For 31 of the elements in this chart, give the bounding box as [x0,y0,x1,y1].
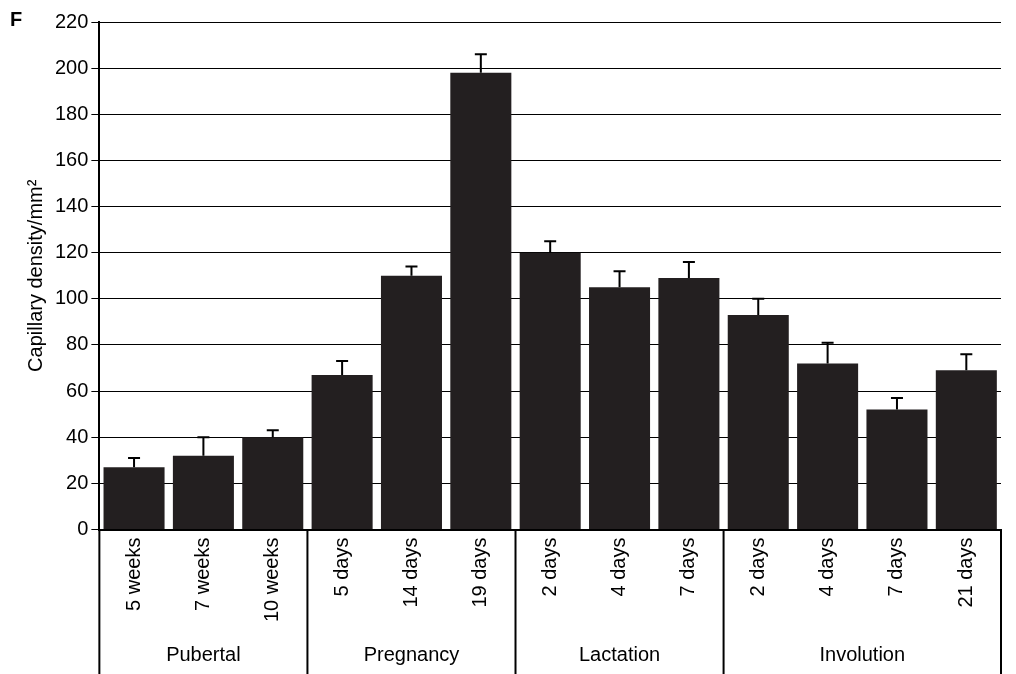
x-tick-label: 19 days [468,537,491,608]
y-axis-title: Capillary density/mm² [23,179,46,372]
x-tick-label: 7 days [676,537,699,597]
x-tick-label: 2 days [745,537,768,597]
y-tick-label: 120 [54,240,89,263]
text: Pubertal [166,642,241,665]
text: Involution [819,642,906,665]
text: F [10,7,23,30]
x-tick-label: 7 weeks [190,537,213,611]
y-tick-label: 220 [54,9,89,32]
y-tick-label: 0 [77,517,89,540]
x-tick-label: 4 days [607,537,630,597]
y-tick-label: 180 [54,101,89,124]
x-tick-label: 21 days [953,537,976,608]
x-tick-label: 2 days [537,537,560,597]
text: Lactation [578,642,661,665]
text: Pregnancy [363,642,460,665]
x-tick-label: 14 days [398,537,421,608]
y-tick-label: 200 [54,55,89,78]
y-tick-label: 20 [66,470,89,493]
y-tick-label: 100 [54,286,89,309]
x-tick-label: 7 days [884,537,907,597]
y-tick-label: 40 [66,424,89,447]
y-tick-label: 160 [54,147,89,170]
x-tick-label: 5 days [329,537,352,597]
x-tick-label: 5 weeks [121,537,144,611]
y-tick-label: 80 [66,332,89,355]
y-tick-label: 60 [66,378,89,401]
y-tick-label: 140 [54,194,89,217]
x-tick-label: 10 weeks [260,537,283,623]
x-tick-label: 4 days [815,537,838,597]
